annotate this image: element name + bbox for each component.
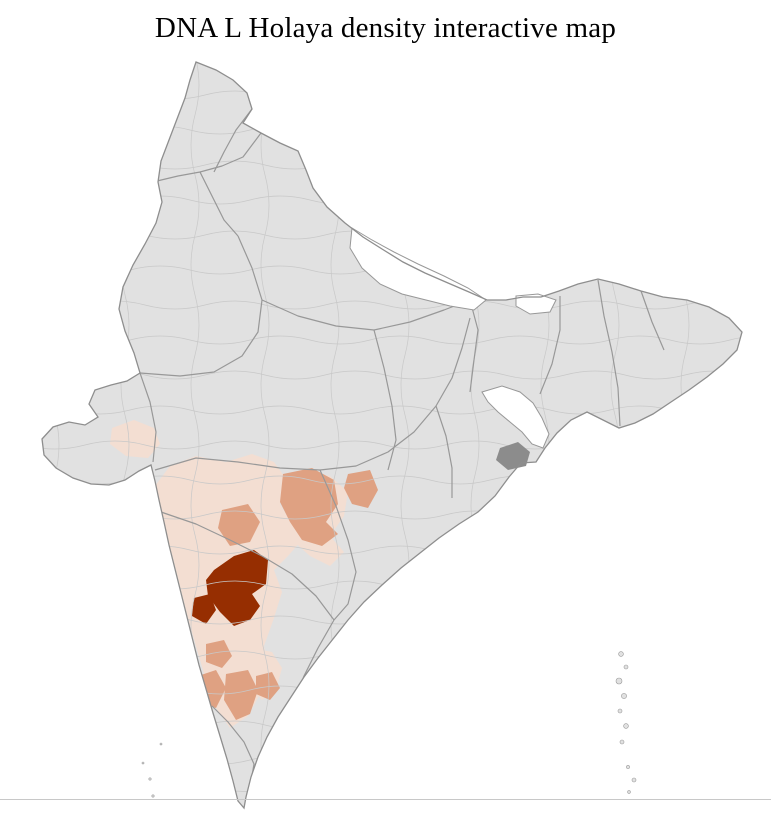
andaman-island[interactable] <box>621 693 627 699</box>
bottom-divider <box>0 799 771 800</box>
lakshadweep-island[interactable] <box>159 742 163 746</box>
state-borders <box>139 108 665 789</box>
district-medium[interactable] <box>344 470 378 508</box>
lakshadweep-island[interactable] <box>141 761 145 765</box>
andaman-island[interactable] <box>615 677 623 685</box>
map-body[interactable] <box>10 0 771 817</box>
andaman-island[interactable] <box>623 723 629 729</box>
districts-medium-density[interactable] <box>194 468 378 720</box>
district-medium[interactable] <box>280 468 338 546</box>
district-medium[interactable] <box>224 670 258 720</box>
district-medium[interactable] <box>256 672 280 700</box>
andaman-island[interactable] <box>617 708 623 714</box>
island-chains[interactable] <box>141 651 637 798</box>
district-medium[interactable] <box>218 504 260 546</box>
nicobar-island[interactable] <box>627 790 631 794</box>
andaman-island[interactable] <box>619 739 625 745</box>
andaman-island[interactable] <box>618 651 624 657</box>
district-low[interactable] <box>110 420 160 458</box>
bhutan-gap <box>515 293 557 315</box>
nicobar-island[interactable] <box>626 765 630 769</box>
districts-peak-density[interactable] <box>192 550 268 626</box>
map-title: DNA L Holaya density interactive map <box>154 12 617 44</box>
lakshadweep-island[interactable] <box>148 777 152 781</box>
district-peak[interactable] <box>206 550 268 626</box>
district-medium[interactable] <box>206 640 232 668</box>
district-peak[interactable] <box>192 594 216 624</box>
bangladesh-gap <box>481 385 550 449</box>
lakshadweep-island[interactable] <box>151 794 155 798</box>
andaman-island[interactable] <box>623 664 629 670</box>
nicobar-island[interactable] <box>631 777 637 783</box>
